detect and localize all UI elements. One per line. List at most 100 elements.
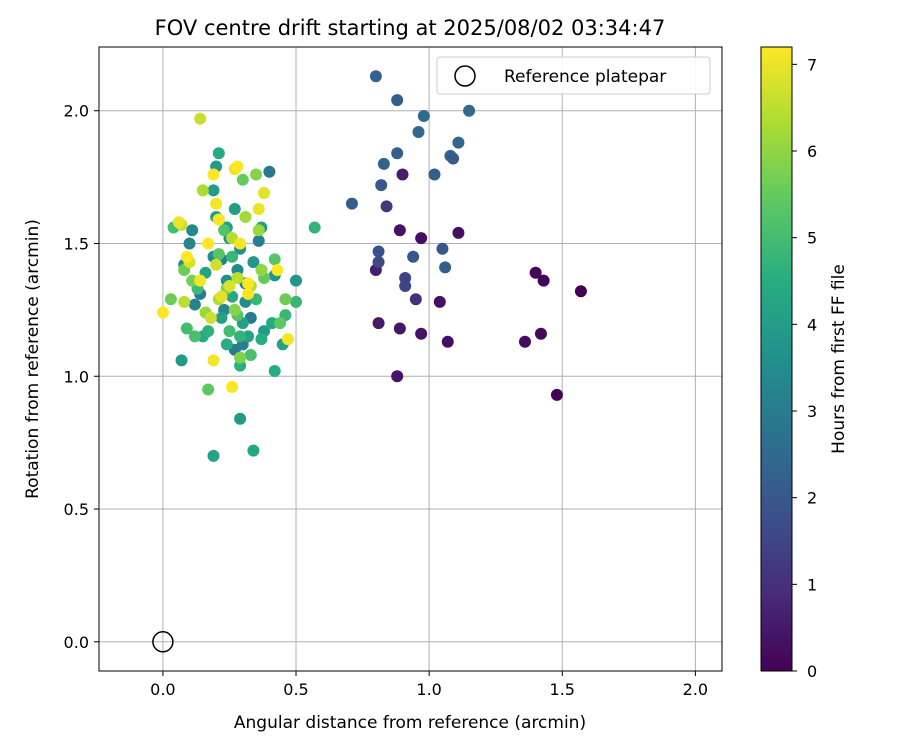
data-point <box>210 197 223 210</box>
data-point <box>218 224 231 237</box>
colorbar-label: Hours from first FF file <box>829 264 849 454</box>
colorbar-tick-label: 2 <box>807 489 817 508</box>
data-point <box>252 202 265 215</box>
colorbar-tick-label: 0 <box>807 662 817 681</box>
data-point <box>207 184 220 197</box>
data-point <box>194 112 207 125</box>
data-point <box>463 104 476 117</box>
data-point <box>223 279 236 292</box>
y-tick-label: 1.0 <box>64 367 89 386</box>
data-point <box>212 248 225 261</box>
y-tick-label: 0.0 <box>64 633 89 652</box>
reference-platepar-marker <box>152 631 174 653</box>
data-point <box>375 179 388 192</box>
legend-marker-reference <box>454 65 476 87</box>
legend: Reference platepar <box>436 56 711 95</box>
data-point <box>377 157 390 170</box>
data-point <box>436 242 449 255</box>
data-point <box>263 165 276 178</box>
data-point <box>212 147 225 160</box>
data-point <box>164 293 177 306</box>
data-point <box>452 136 465 149</box>
data-point <box>372 245 385 258</box>
colorbar-tick-label: 4 <box>807 315 817 334</box>
data-point <box>228 303 241 316</box>
data-point <box>428 168 441 181</box>
data-point <box>534 327 547 340</box>
data-point <box>415 232 428 245</box>
data-point <box>178 295 191 308</box>
data-point <box>518 335 531 348</box>
data-point <box>452 226 465 239</box>
data-point <box>180 250 193 263</box>
grid <box>99 47 722 671</box>
data-point <box>255 264 268 277</box>
data-point <box>439 261 452 274</box>
data-point <box>247 444 260 457</box>
colorbar-tick-label: 1 <box>807 575 817 594</box>
data-point <box>308 221 321 234</box>
data-point <box>226 250 239 263</box>
colorbar: 0 1 2 3 4 5 6 7 Hours from first FF file <box>760 46 849 681</box>
data-point <box>210 258 223 271</box>
data-point <box>183 237 196 250</box>
data-point <box>282 333 295 346</box>
data-point <box>242 277 255 290</box>
data-point <box>574 285 587 298</box>
x-tick-label: 0.0 <box>150 680 175 699</box>
data-point <box>202 237 215 250</box>
data-point <box>223 325 236 338</box>
data-point <box>215 290 228 303</box>
legend-box <box>436 56 711 95</box>
x-tick-label: 2.0 <box>683 680 708 699</box>
data-point <box>234 237 247 250</box>
data-point <box>226 380 239 393</box>
data-point <box>236 173 249 186</box>
data-point <box>175 354 188 367</box>
data-point <box>399 279 412 292</box>
data-point <box>244 349 257 362</box>
data-point <box>345 197 358 210</box>
colorbar-tick-label: 7 <box>807 55 817 74</box>
plot-frame <box>98 46 723 672</box>
data-point <box>231 272 244 285</box>
data-point <box>234 351 247 364</box>
data-point <box>393 322 406 335</box>
data-point <box>391 370 404 383</box>
data-point <box>529 266 542 279</box>
data-point <box>258 187 271 200</box>
data-point <box>234 330 247 343</box>
y-axis-ticks: 0.0 0.5 1.0 1.5 2.0 <box>64 102 99 652</box>
data-point <box>271 264 284 277</box>
colorbar-ticks: 0 1 2 3 4 5 6 7 <box>792 55 817 681</box>
data-point <box>231 160 244 173</box>
data-point <box>194 274 207 287</box>
data-point <box>372 256 385 269</box>
data-point <box>239 210 252 223</box>
data-point <box>250 168 263 181</box>
colorbar-gradient <box>760 46 793 672</box>
data-point <box>550 388 563 401</box>
y-axis-label: Rotation from reference (arcmin) <box>23 219 43 499</box>
colorbar-tick-label: 5 <box>807 229 817 248</box>
data-point <box>228 202 241 215</box>
data-point <box>252 234 265 247</box>
y-tick-label: 2.0 <box>64 102 89 121</box>
colorbar-tick-label: 3 <box>807 402 817 421</box>
data-point <box>180 322 193 335</box>
data-point <box>252 224 265 237</box>
data-point <box>409 293 422 306</box>
data-point <box>274 317 287 330</box>
data-point <box>396 168 409 181</box>
data-point <box>391 94 404 107</box>
data-point <box>290 274 303 287</box>
x-tick-label: 0.5 <box>283 680 308 699</box>
data-point <box>207 354 220 367</box>
data-point <box>393 224 406 237</box>
data-point <box>202 383 215 396</box>
legend-entry-reference: Reference platepar <box>504 67 666 87</box>
data-point <box>247 256 260 269</box>
data-point <box>188 330 201 343</box>
data-point <box>433 295 446 308</box>
